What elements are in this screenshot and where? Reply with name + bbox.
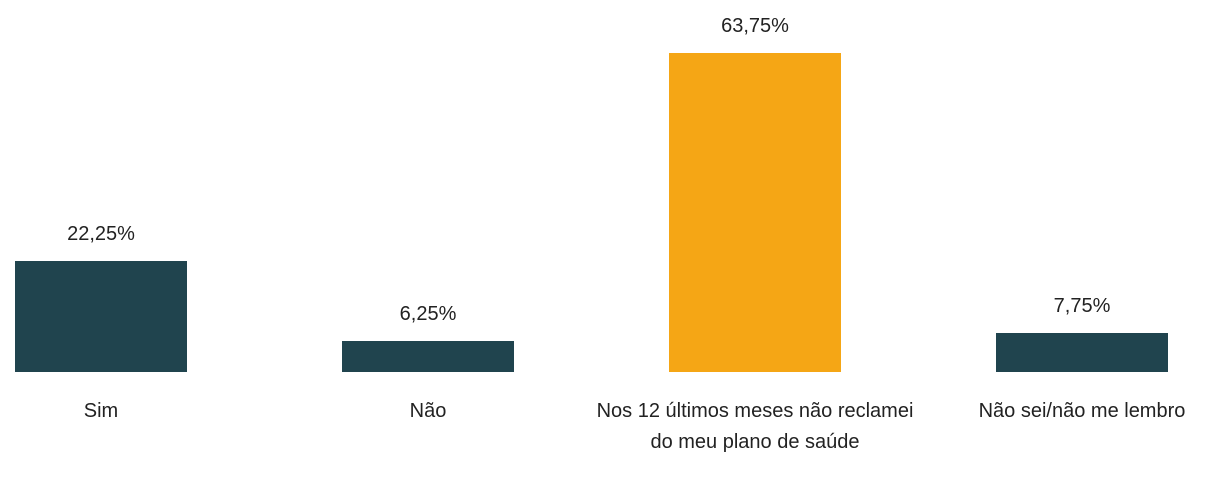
data-label: 22,25% [67, 222, 135, 245]
data-label: 7,75% [1053, 295, 1111, 318]
bar [15, 260, 187, 372]
x-tick-label: Não [409, 400, 447, 422]
bar [342, 340, 514, 372]
data-label: 63,75% [721, 15, 789, 37]
bar [669, 53, 841, 372]
x-tick-label: Nos 12 últimos meses não reclamei do meu… [596, 400, 914, 453]
bar [996, 333, 1168, 372]
x-tick-label: Não sei/não me lembro [978, 400, 1186, 422]
x-tick-label: Sim [83, 400, 119, 422]
data-label: 6,25% [399, 302, 457, 325]
